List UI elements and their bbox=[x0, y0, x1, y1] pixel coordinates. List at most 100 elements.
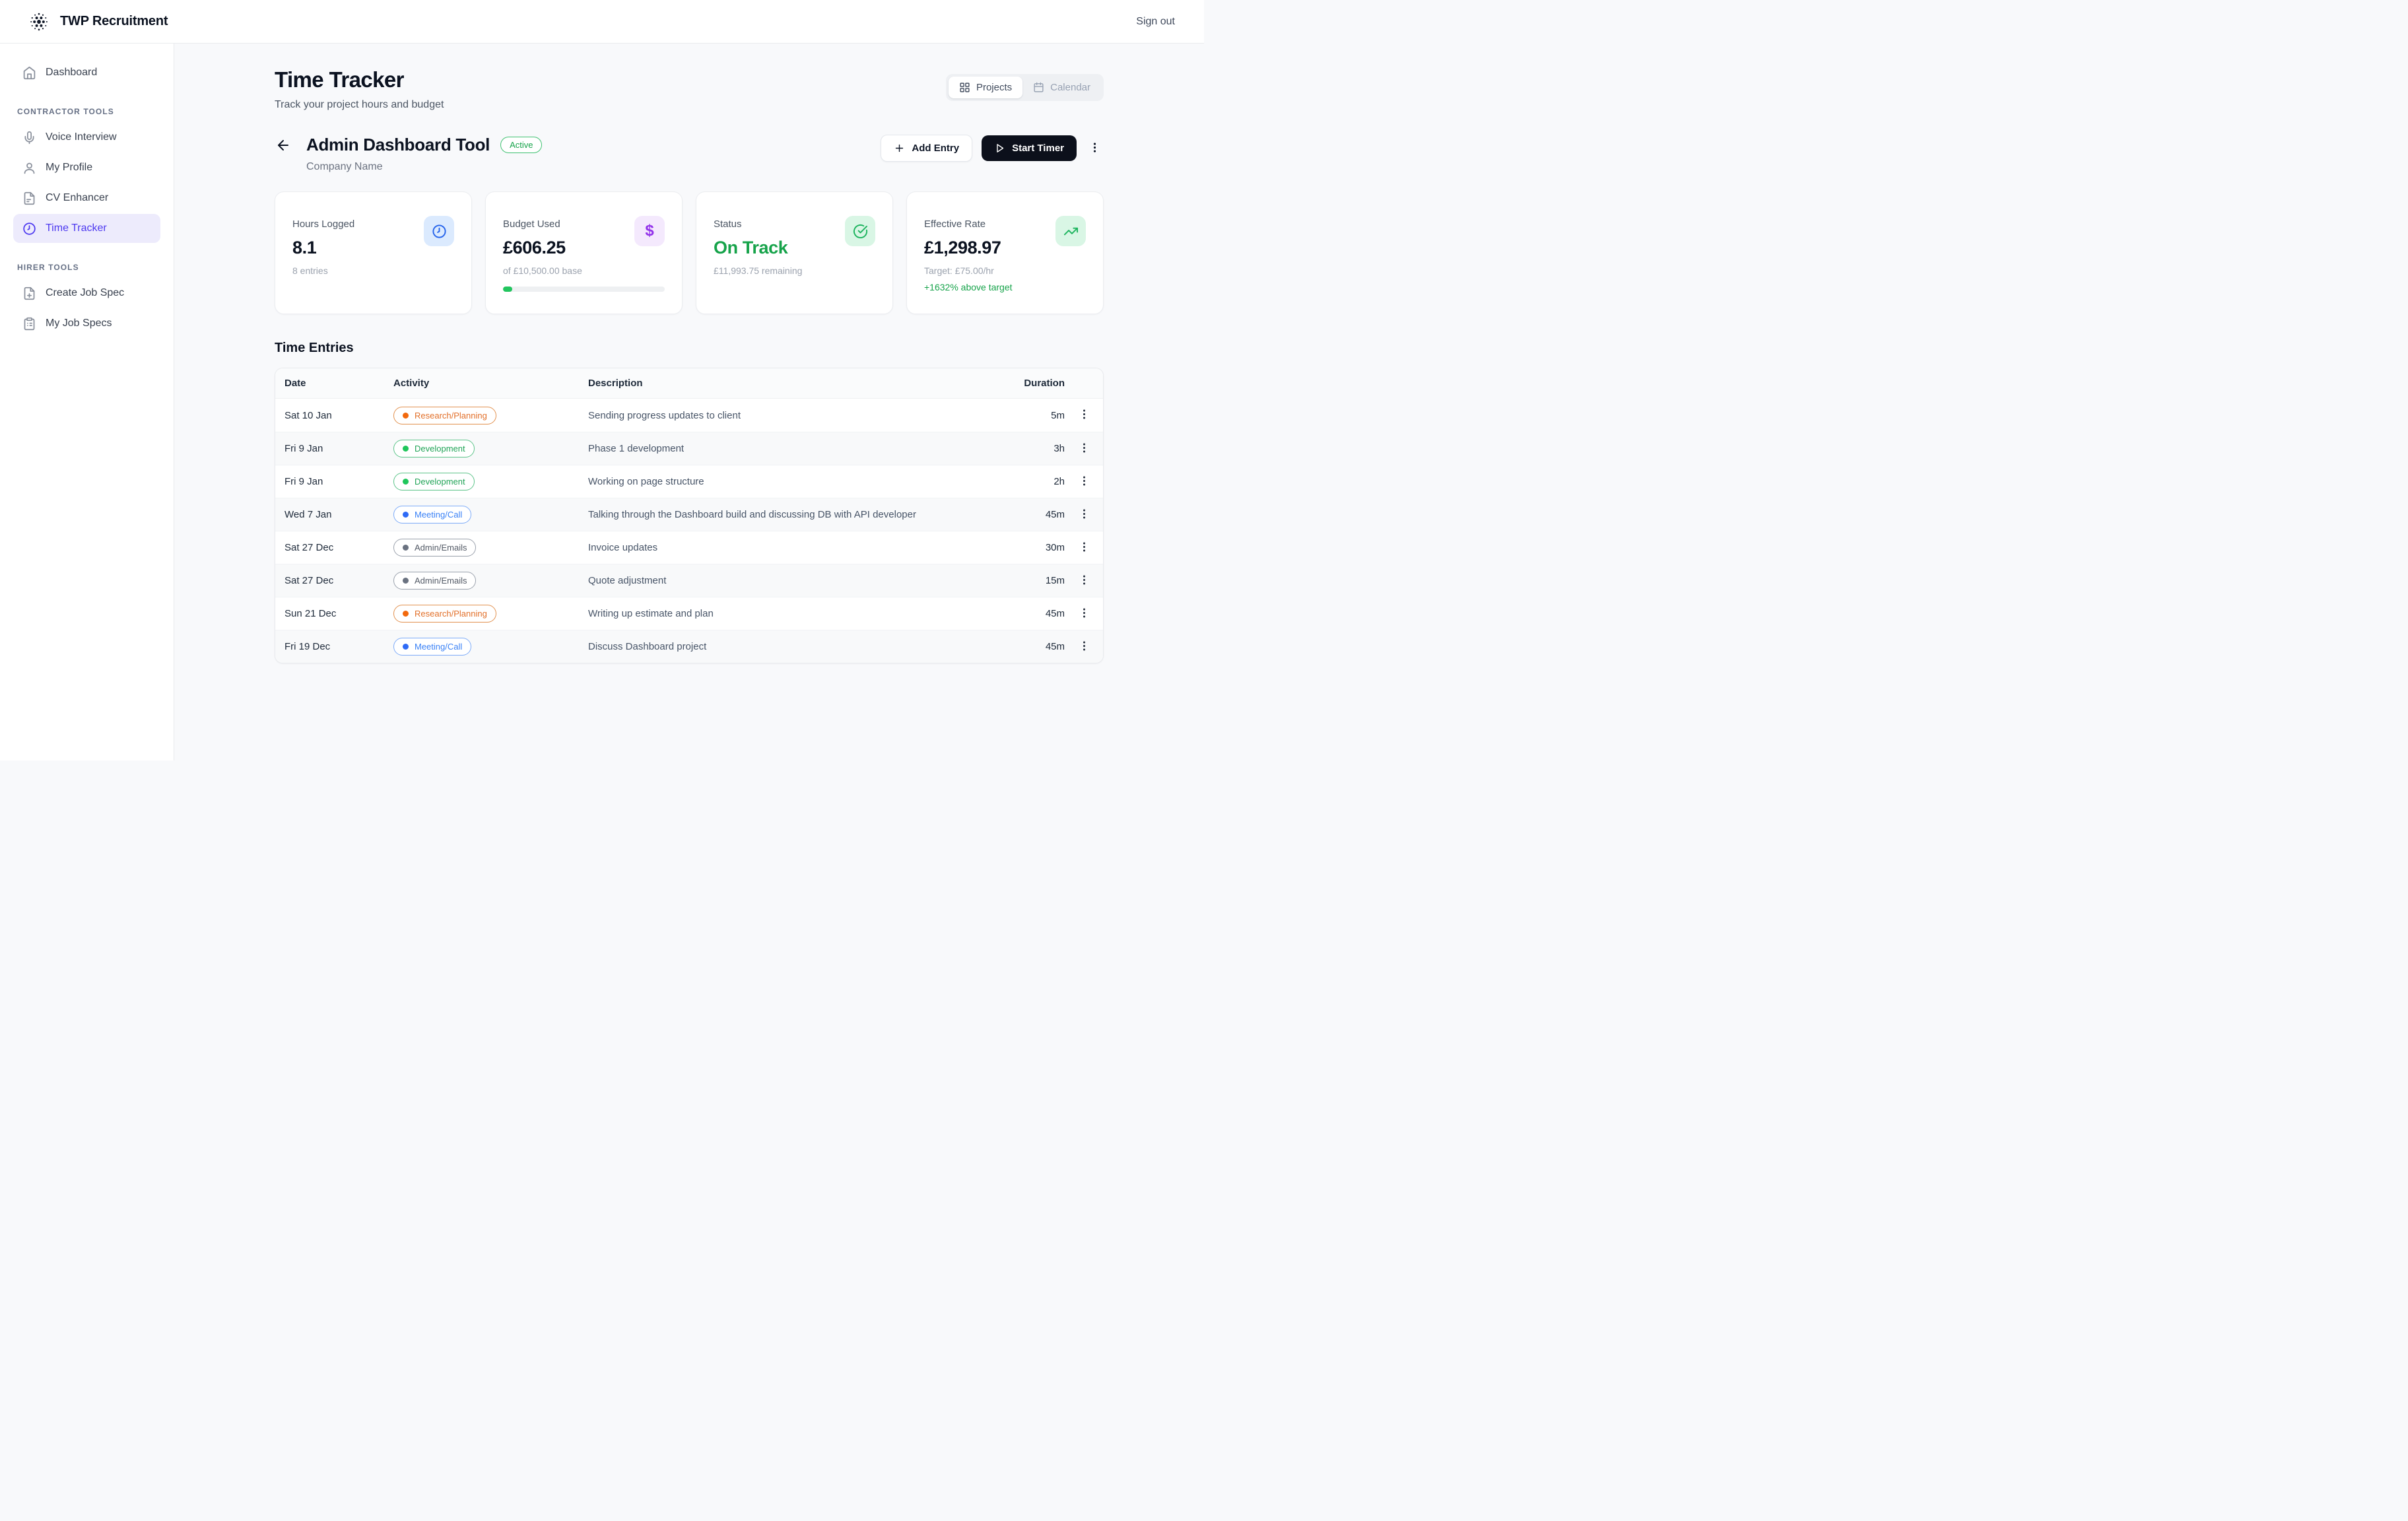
sign-out-button[interactable]: Sign out bbox=[1136, 15, 1175, 27]
entry-duration: 5m bbox=[1051, 409, 1065, 421]
project-menu-button[interactable] bbox=[1086, 139, 1104, 158]
hours-logged-card: Hours Logged 8.1 8 entries bbox=[275, 191, 472, 314]
table-row: Fri 9 Jan Development Phase 1 developmen… bbox=[275, 432, 1103, 465]
row-menu-button[interactable] bbox=[1075, 472, 1093, 492]
activity-badge: Meeting/Call bbox=[393, 638, 472, 656]
add-entry-button[interactable]: Add Entry bbox=[881, 135, 973, 162]
project-company: Company Name bbox=[306, 161, 383, 172]
calendar-icon bbox=[1033, 82, 1044, 93]
entry-duration: 45m bbox=[1045, 641, 1065, 652]
sidebar-item-label: Create Job Spec bbox=[46, 287, 125, 298]
column-header-duration: Duration bbox=[1024, 378, 1065, 389]
row-menu-button[interactable] bbox=[1075, 604, 1093, 624]
page-subtitle: Track your project hours and budget bbox=[275, 99, 444, 110]
kebab-icon bbox=[1083, 607, 1085, 618]
back-button[interactable] bbox=[275, 137, 292, 154]
entry-date: Fri 19 Dec bbox=[284, 641, 331, 652]
hours-sub: 8 entries bbox=[292, 265, 328, 276]
row-menu-button[interactable] bbox=[1075, 405, 1093, 425]
time-entries-table: Date Activity Description Duration Sat 1… bbox=[275, 368, 1104, 663]
card-label: Effective Rate bbox=[924, 219, 986, 230]
check-circle-icon bbox=[845, 216, 875, 246]
table-header-row: Date Activity Description Duration bbox=[275, 368, 1103, 399]
page-title: Time Tracker bbox=[275, 67, 404, 92]
table-row: Sat 10 Jan Research/Planning Sending pro… bbox=[275, 399, 1103, 432]
entry-duration: 30m bbox=[1045, 542, 1065, 553]
budget-progress-bar bbox=[503, 287, 665, 292]
row-menu-button[interactable] bbox=[1075, 571, 1093, 591]
activity-badge: Research/Planning bbox=[393, 406, 496, 424]
entry-description: Writing up estimate and plan bbox=[588, 608, 714, 619]
sidebar-item-label: CV Enhancer bbox=[46, 192, 109, 203]
kebab-icon bbox=[1093, 142, 1096, 152]
row-menu-button[interactable] bbox=[1075, 505, 1093, 525]
entry-description: Working on page structure bbox=[588, 476, 704, 487]
start-timer-button[interactable]: Start Timer bbox=[982, 135, 1077, 161]
entry-duration: 45m bbox=[1045, 608, 1065, 619]
clipboard-list-icon bbox=[22, 317, 36, 331]
sidebar-item-label: Voice Interview bbox=[46, 131, 117, 143]
sidebar-item-voice-interview[interactable]: Voice Interview bbox=[13, 123, 160, 152]
entry-date: Sat 10 Jan bbox=[284, 409, 332, 421]
topbar: TWP Recruitment Sign out bbox=[0, 0, 1204, 44]
sidebar-item-time-tracker[interactable]: Time Tracker bbox=[13, 214, 160, 243]
entry-date: Wed 7 Jan bbox=[284, 509, 332, 520]
kebab-icon bbox=[1083, 508, 1085, 519]
row-menu-button[interactable] bbox=[1075, 439, 1093, 459]
sidebar-item-label: My Job Specs bbox=[46, 318, 112, 329]
column-header-activity: Activity bbox=[393, 378, 430, 389]
entry-description: Sending progress updates to client bbox=[588, 409, 741, 421]
kebab-icon bbox=[1083, 574, 1085, 585]
microphone-icon bbox=[22, 131, 36, 145]
stat-cards: Hours Logged 8.1 8 entries Budget Used £… bbox=[275, 191, 1104, 314]
entry-description: Discuss Dashboard project bbox=[588, 641, 707, 652]
kebab-icon bbox=[1083, 541, 1085, 552]
main-content: Time Tracker Track your project hours an… bbox=[174, 44, 1204, 760]
activity-badge: Meeting/Call bbox=[393, 506, 472, 524]
time-entries-heading: Time Entries bbox=[275, 341, 354, 355]
company-logo-icon bbox=[30, 13, 48, 30]
entry-description: Quote adjustment bbox=[588, 575, 667, 586]
activity-dot-icon bbox=[403, 479, 409, 485]
entry-duration: 45m bbox=[1045, 509, 1065, 520]
user-icon bbox=[22, 161, 36, 175]
sidebar-item-cv-enhancer[interactable]: CV Enhancer bbox=[13, 184, 160, 213]
rate-delta: +1632% above target bbox=[924, 282, 1013, 292]
column-header-date: Date bbox=[284, 378, 306, 389]
brand-name: TWP Recruitment bbox=[60, 14, 168, 28]
sidebar-section-contractor-tools: CONTRACTOR TOOLS bbox=[17, 107, 114, 116]
sidebar-item-create-job-spec[interactable]: Create Job Spec bbox=[13, 279, 160, 308]
table-row: Wed 7 Jan Meeting/Call Talking through t… bbox=[275, 498, 1103, 531]
activity-dot-icon bbox=[403, 446, 409, 452]
sidebar: Dashboard CONTRACTOR TOOLS Voice Intervi… bbox=[0, 44, 174, 760]
table-row: Sat 27 Dec Admin/Emails Invoice updates … bbox=[275, 531, 1103, 564]
activity-dot-icon bbox=[403, 512, 409, 518]
card-label: Status bbox=[714, 219, 742, 230]
activity-dot-icon bbox=[403, 412, 409, 419]
activity-badge: Admin/Emails bbox=[393, 572, 477, 590]
sidebar-item-my-job-specs[interactable]: My Job Specs bbox=[13, 309, 160, 338]
card-label: Hours Logged bbox=[292, 219, 355, 230]
sidebar-item-my-profile[interactable]: My Profile bbox=[13, 153, 160, 182]
kebab-icon bbox=[1083, 640, 1085, 651]
row-menu-button[interactable] bbox=[1075, 637, 1093, 657]
activity-badge: Research/Planning bbox=[393, 605, 496, 623]
row-menu-button[interactable] bbox=[1075, 538, 1093, 558]
effective-rate-card: Effective Rate £1,298.97 Target: £75.00/… bbox=[906, 191, 1104, 314]
card-label: Budget Used bbox=[503, 219, 560, 230]
play-icon bbox=[994, 143, 1005, 154]
tab-projects[interactable]: Projects bbox=[948, 77, 1023, 98]
kebab-icon bbox=[1083, 409, 1085, 419]
activity-dot-icon bbox=[403, 578, 409, 584]
budget-value: £606.25 bbox=[503, 238, 566, 257]
table-row: Fri 19 Dec Meeting/Call Discuss Dashboar… bbox=[275, 630, 1103, 663]
activity-dot-icon bbox=[403, 644, 409, 650]
view-toggle: Projects Calendar bbox=[945, 74, 1104, 101]
rate-target: Target: £75.00/hr bbox=[924, 265, 994, 276]
entry-date: Fri 9 Jan bbox=[284, 476, 323, 487]
table-row: Fri 9 Jan Development Working on page st… bbox=[275, 465, 1103, 498]
file-plus-icon bbox=[22, 287, 36, 300]
sidebar-section-hirer-tools: HIRER TOOLS bbox=[17, 263, 79, 272]
tab-calendar[interactable]: Calendar bbox=[1022, 77, 1101, 98]
sidebar-item-dashboard[interactable]: Dashboard bbox=[13, 58, 160, 87]
